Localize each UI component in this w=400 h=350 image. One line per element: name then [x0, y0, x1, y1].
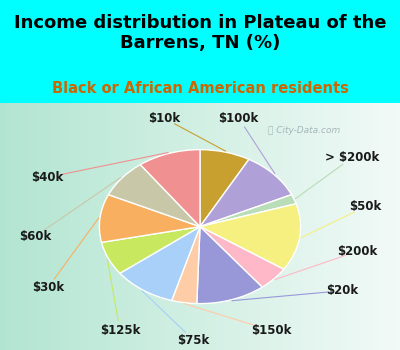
- Wedge shape: [102, 227, 200, 273]
- Text: $125k: $125k: [100, 324, 140, 337]
- Wedge shape: [200, 150, 249, 227]
- Text: > $200k: > $200k: [325, 151, 379, 164]
- Text: $10k: $10k: [148, 112, 180, 125]
- Text: $50k: $50k: [349, 201, 381, 214]
- Text: $100k: $100k: [218, 112, 259, 125]
- Text: $150k: $150k: [251, 324, 291, 337]
- Wedge shape: [120, 227, 200, 301]
- Text: $60k: $60k: [19, 230, 51, 243]
- Text: $20k: $20k: [326, 284, 358, 297]
- Text: Black or African American residents: Black or African American residents: [52, 81, 348, 96]
- Wedge shape: [172, 227, 200, 303]
- Wedge shape: [108, 164, 200, 227]
- Text: ⓘ City-Data.com: ⓘ City-Data.com: [268, 126, 340, 135]
- Wedge shape: [99, 195, 200, 243]
- Text: $40k: $40k: [32, 171, 64, 184]
- Wedge shape: [140, 150, 200, 227]
- Wedge shape: [197, 227, 262, 303]
- Wedge shape: [200, 159, 292, 227]
- Text: $200k: $200k: [337, 245, 378, 258]
- Wedge shape: [200, 195, 296, 227]
- Text: Income distribution in Plateau of the
Barrens, TN (%): Income distribution in Plateau of the Ba…: [14, 14, 386, 52]
- Text: $75k: $75k: [178, 334, 210, 346]
- Text: $30k: $30k: [32, 281, 64, 294]
- Wedge shape: [200, 227, 284, 287]
- Wedge shape: [200, 204, 301, 269]
